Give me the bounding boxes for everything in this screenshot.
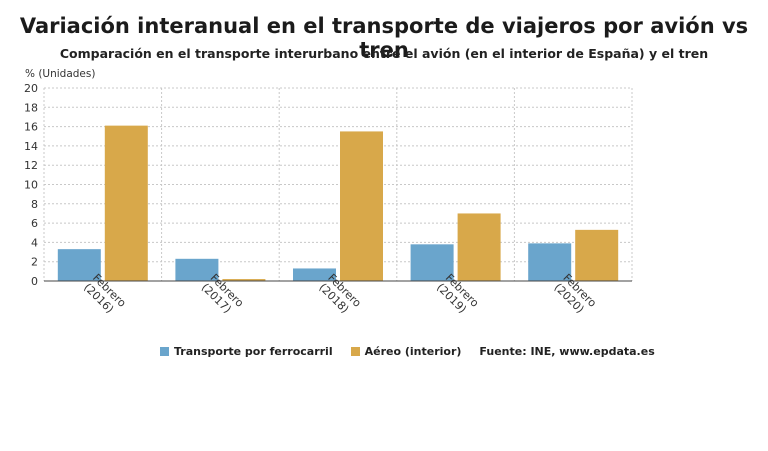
bar-rail-2 [293, 268, 336, 281]
bar-air-2 [340, 131, 383, 281]
legend: Transporte por ferrocarril Aéreo (interi… [160, 345, 655, 358]
bar-rail-0 [57, 249, 101, 281]
y-tick-label: 6 [31, 217, 38, 230]
y-tick-label: 0 [31, 275, 38, 288]
legend-swatch-air [350, 347, 360, 356]
bars [57, 125, 619, 281]
chart-subtitle: Comparación en el transporte interurbano… [59, 46, 709, 61]
legend-item-air: Aéreo (interior) [350, 345, 462, 358]
y-tick-label: 4 [31, 236, 38, 249]
x-axis-categories: Febrero(2016) Febrero(2017) Febrero(2018) F… [81, 271, 599, 316]
y-tick-label: 14 [24, 140, 38, 153]
bar-air-0 [104, 125, 148, 281]
chart-title: Variación interanual en el transporte de… [19, 14, 749, 62]
bar-rail-4 [528, 243, 572, 281]
legend-swatch-rail [160, 347, 169, 356]
y-axis-ticks: 0 2 4 6 8 10 12 14 16 18 20 [24, 82, 38, 288]
y-tick-label: 8 [31, 198, 38, 211]
bar-air-4 [575, 229, 619, 281]
bar-rail-1 [175, 258, 219, 281]
bar-air-1 [222, 279, 266, 281]
bar-chart: 0 2 4 6 8 10 12 14 16 18 20 Febrero(2016) Febrero(2… [24, 82, 633, 316]
y-tick-label: 12 [24, 159, 38, 172]
y-tick-label: 2 [31, 256, 38, 269]
legend-label-air: Aéreo (interior) [364, 345, 462, 358]
bar-rail-3 [410, 244, 454, 281]
y-axis-unit-label: % (Unidades) [25, 68, 96, 80]
legend-label-rail: Transporte por ferrocarril [174, 345, 333, 358]
source-label: Fuente: INE, www.epdata.es [479, 345, 655, 358]
legend-item-rail: Transporte por ferrocarril [160, 345, 333, 358]
y-tick-label: 18 [24, 101, 38, 114]
bar-air-3 [457, 213, 501, 281]
y-tick-label: 16 [24, 121, 38, 134]
y-tick-label: 10 [24, 179, 38, 192]
y-tick-label: 20 [24, 82, 38, 95]
